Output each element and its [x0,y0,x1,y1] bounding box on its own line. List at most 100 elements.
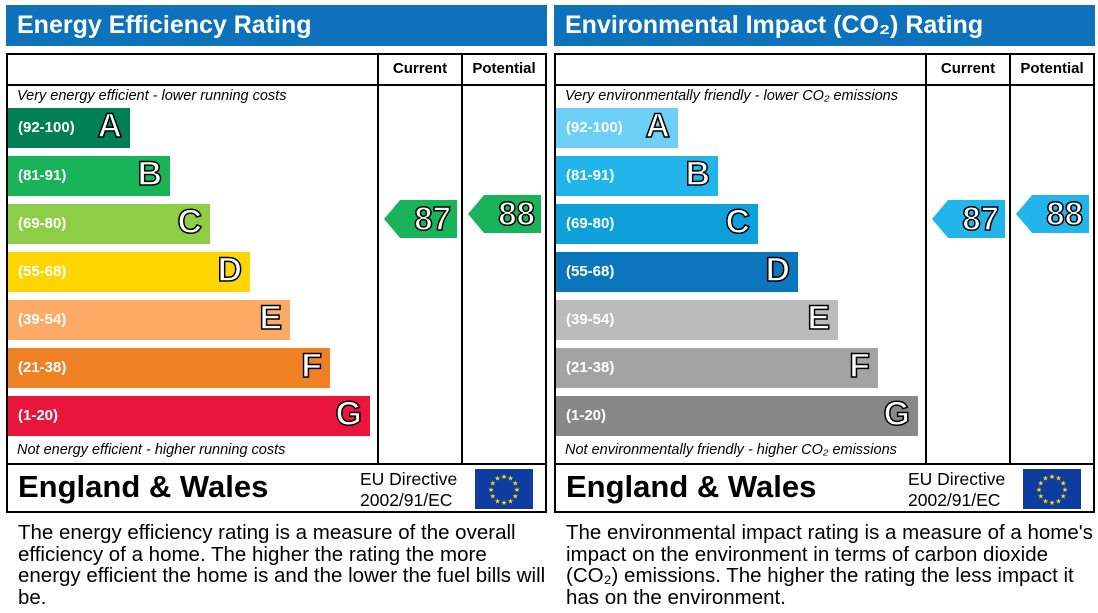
divider [1009,55,1011,465]
svg-text:★: ★ [1042,497,1048,505]
svg-text:★: ★ [1036,486,1042,494]
band-a: (92-100) A [556,106,678,148]
region-label: England & Wales [566,469,817,504]
svg-text:★: ★ [1038,493,1044,501]
divider [925,55,927,465]
directive-line: EU Directive [360,469,458,489]
rating-table: Current Potential Very environmentally f… [554,53,1095,513]
band-range: (39-54) [18,311,67,328]
band-letter: G [883,394,911,434]
svg-text:★: ★ [514,486,520,494]
svg-text:★: ★ [1060,493,1066,501]
divider [556,84,1093,86]
band-range: (1-20) [18,407,59,424]
band-b: (81-91) B [556,154,718,196]
directive-line: 2002/91/EC [360,490,453,510]
band-letter: E [259,298,283,338]
band-d: (55-68) D [556,250,798,292]
band-range: (69-80) [566,215,615,232]
divider [556,463,1093,465]
potential-rating-arrow: 88 [468,195,541,233]
divider [8,84,545,86]
band-letter: E [807,298,831,338]
directive-line: EU Directive [908,469,1006,489]
svg-text:★: ★ [494,497,500,505]
svg-text:★: ★ [1049,473,1055,481]
band-letter: F [300,346,322,386]
svg-text:★: ★ [507,497,513,505]
band-range: (21-38) [18,359,67,376]
divider [8,463,545,465]
band-letter: G [335,394,363,434]
band-range: (21-38) [566,359,615,376]
band-g: (1-20) G [8,394,370,436]
band-d: (55-68) D [8,250,250,292]
svg-text:★: ★ [501,473,507,481]
svg-text:★: ★ [1060,480,1066,488]
band-b: (81-91) B [8,154,170,196]
svg-text:★: ★ [507,475,513,483]
bottom-note: Not environmentally friendly - higher CO… [565,442,897,458]
band-c: (69-80) C [556,202,758,244]
potential-rating-arrow: 88 [1016,195,1089,233]
environmental-impact-rating: Environmental Impact (CO₂) Rating Curren… [554,0,1095,613]
column-header-current: Current [940,60,996,77]
svg-text:★: ★ [494,475,500,483]
eu-directive: EU Directive 2002/91/EC [360,469,457,511]
band-c: (69-80) C [8,202,210,244]
eu-directive: EU Directive 2002/91/EC [908,469,1005,511]
band-range: (92-100) [566,119,623,136]
band-range: (92-100) [18,119,75,136]
svg-text:★: ★ [1062,486,1068,494]
svg-text:★: ★ [1038,480,1044,488]
divider [461,55,463,465]
svg-text:★: ★ [501,499,507,507]
divider [377,55,379,465]
band-e: (39-54) E [556,298,838,340]
chart-title: Energy Efficiency Rating [6,5,547,46]
bottom-note: Not energy efficient - higher running co… [17,442,286,458]
band-range: (55-68) [18,263,67,280]
svg-text:★: ★ [1055,475,1061,483]
top-note: Very energy efficient - lower running co… [17,88,287,104]
band-range: (69-80) [18,215,67,232]
energy-efficiency-rating: Energy Efficiency Rating Current Potenti… [6,0,547,613]
svg-text:★: ★ [490,480,496,488]
band-range: (39-54) [566,311,615,328]
band-range: (81-91) [566,167,615,184]
chart-title: Environmental Impact (CO₂) Rating [554,5,1095,46]
band-letter: D [765,250,791,290]
band-letter: A [97,106,123,146]
svg-text:★: ★ [512,480,518,488]
svg-text:★: ★ [1055,497,1061,505]
band-range: (81-91) [18,167,67,184]
column-header-potential: Potential [1020,60,1084,77]
band-letter: A [645,106,671,146]
svg-text:★: ★ [1049,499,1055,507]
band-letter: D [217,250,243,290]
svg-text:★: ★ [490,493,496,501]
band-letter: F [848,346,870,386]
directive-line: 2002/91/EC [908,490,1001,510]
band-g: (1-20) G [556,394,918,436]
band-f: (21-38) F [556,346,878,388]
eu-flag-icon: ★ ★★★★★★★★★★★ [475,469,533,509]
band-range: (55-68) [566,263,615,280]
band-f: (21-38) F [8,346,330,388]
eu-flag-icon: ★ ★★★★★★★★★★★ [1023,469,1081,509]
band-range: (1-20) [566,407,607,424]
band-letter: C [177,202,203,242]
column-header-current: Current [392,60,448,77]
current-rating-arrow: 87 [384,200,457,238]
band-e: (39-54) E [8,298,290,340]
band-letter: C [725,202,751,242]
region-label: England & Wales [18,469,269,504]
band-a: (92-100) A [8,106,130,148]
svg-text:★: ★ [488,486,494,494]
band-letter: B [685,154,711,194]
top-note: Very environmentally friendly - lower CO… [565,88,898,104]
svg-text:★: ★ [512,493,518,501]
description: The environmental impact rating is a mea… [566,521,1093,609]
column-header-potential: Potential [472,60,536,77]
current-rating-arrow: 87 [932,200,1005,238]
